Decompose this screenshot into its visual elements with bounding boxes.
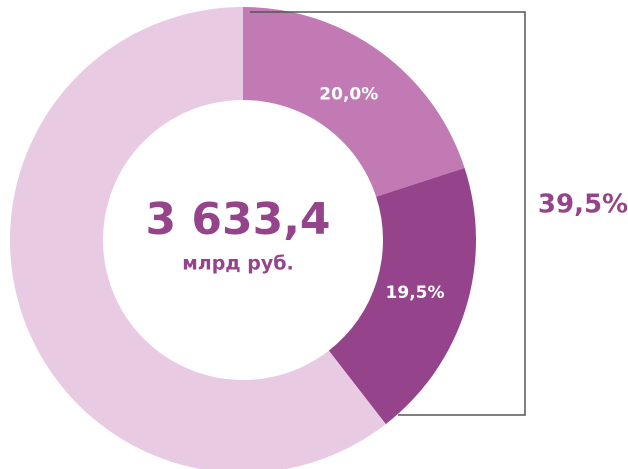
annotation: 39,5%: [538, 190, 628, 220]
value-label: 19,5%: [386, 283, 445, 303]
donut-segment: [10, 7, 386, 469]
donut-segment: [243, 7, 465, 197]
bracket: [250, 11, 526, 416]
value-label: 20,0%: [319, 84, 378, 104]
center-value: 3 633,4: [145, 194, 330, 245]
center-label: млрд руб.: [182, 253, 293, 275]
donut-segment: [328, 167, 477, 425]
